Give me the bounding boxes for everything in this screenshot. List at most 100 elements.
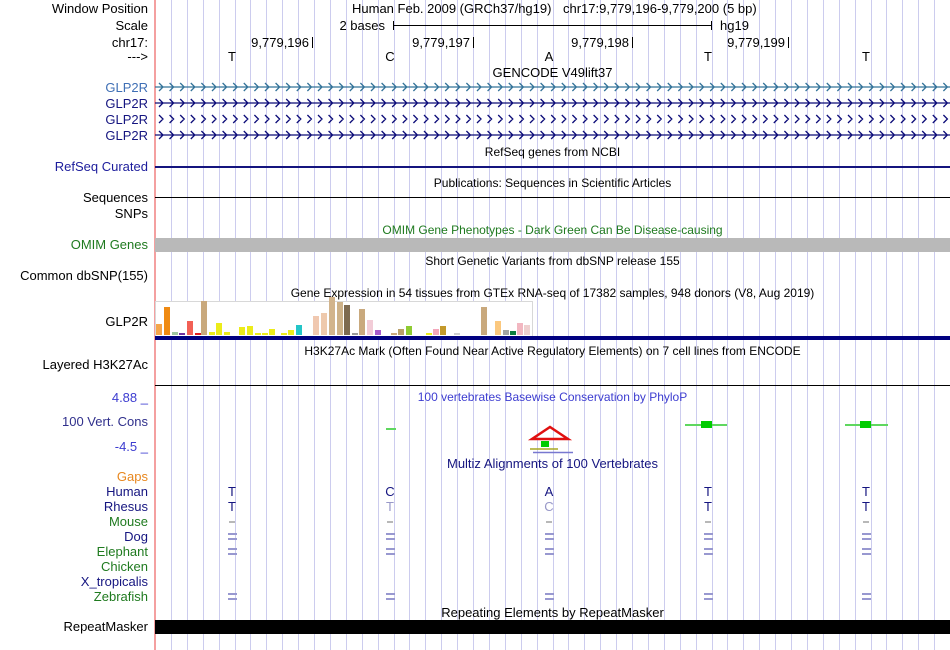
multiz-align-mark bbox=[545, 548, 554, 555]
gtex-tissue-bar bbox=[281, 333, 287, 335]
multiz-align-mark bbox=[862, 548, 871, 555]
refseq-curated-label[interactable]: RefSeq Curated bbox=[54, 159, 148, 174]
reference-base: A bbox=[544, 49, 554, 64]
h3k27ac-track-title[interactable]: H3K27Ac Mark (Often Found Near Active Re… bbox=[304, 344, 801, 358]
gtex-tissue-bar bbox=[510, 331, 516, 335]
gridline bbox=[711, 0, 713, 650]
gridline bbox=[616, 0, 618, 650]
multiz-base-letter: T bbox=[228, 499, 236, 514]
coordinate-number: 9,779,196 bbox=[251, 35, 309, 50]
phylop-peak-icon bbox=[527, 425, 573, 454]
multiz-gap-dash bbox=[387, 521, 393, 523]
omim-track-title[interactable]: OMIM Gene Phenotypes - Dark Green Can Be… bbox=[382, 223, 723, 237]
gridline bbox=[854, 0, 856, 650]
gtex-tissue-bar bbox=[454, 333, 460, 335]
multiz-align-mark bbox=[228, 548, 237, 555]
position-text: chr17:9,779,196-9,779,200 (5 bp) bbox=[563, 1, 757, 16]
gtex-gene-label[interactable]: GLP2R bbox=[105, 314, 148, 329]
gridline bbox=[632, 0, 633, 650]
gtex-tissue-bar bbox=[288, 330, 294, 335]
transcript-arrows-icon bbox=[155, 82, 950, 92]
chrom-label: chr17: bbox=[111, 35, 148, 50]
gencode-track-title[interactable]: GENCODE V49lift37 bbox=[492, 65, 613, 80]
multiz-align-mark bbox=[862, 593, 871, 600]
gtex-tissue-bar bbox=[495, 321, 501, 335]
genome-build-text: hg19 bbox=[720, 18, 749, 33]
gencode-transcript-label[interactable]: GLP2R bbox=[105, 96, 148, 111]
multiz-track-title[interactable]: Multiz Alignments of 100 Vertebrates bbox=[446, 456, 658, 471]
transcript-arrows-icon bbox=[158, 114, 949, 124]
refseq-track-title[interactable]: RefSeq genes from NCBI bbox=[484, 145, 621, 159]
repeatmasker-track-title[interactable]: Repeating Elements by RepeatMasker bbox=[441, 605, 664, 620]
gencode-transcript-label[interactable]: GLP2R bbox=[105, 128, 148, 143]
multiz-species-label-gaps[interactable]: Gaps bbox=[116, 469, 148, 484]
gencode-transcript-line[interactable] bbox=[155, 112, 950, 126]
gtex-tissue-bar bbox=[156, 324, 162, 335]
gridline bbox=[584, 0, 586, 650]
publications-track-title[interactable]: Publications: Sequences in Scientific Ar… bbox=[433, 176, 672, 190]
transcript-arrows-icon bbox=[155, 98, 950, 108]
multiz-species-label-elephant[interactable]: Elephant bbox=[96, 544, 148, 559]
gtex-tissue-bar bbox=[359, 309, 365, 335]
assembly-text: Human Feb. 2009 (GRCh37/hg19) bbox=[352, 1, 552, 16]
repeatmasker-label[interactable]: RepeatMasker bbox=[63, 619, 148, 634]
phylop-track-title[interactable]: 100 vertebrates Basewise Conservation by… bbox=[417, 390, 688, 404]
multiz-species-label-chicken[interactable]: Chicken bbox=[101, 559, 148, 574]
h3k27ac-label[interactable]: Layered H3K27Ac bbox=[42, 357, 148, 372]
gencode-transcript-line[interactable] bbox=[155, 96, 950, 110]
gencode-transcript-line[interactable] bbox=[155, 80, 950, 94]
gtex-tissue-bar bbox=[391, 333, 397, 335]
reference-base: C bbox=[385, 49, 395, 64]
gtex-tissue-bar bbox=[216, 323, 222, 335]
coordinate-tick bbox=[473, 37, 474, 48]
gencode-transcript-label[interactable]: GLP2R bbox=[105, 112, 148, 127]
multiz-species-label-dog[interactable]: Dog bbox=[124, 529, 148, 544]
multiz-species-label-mouse[interactable]: Mouse bbox=[108, 514, 148, 529]
multiz-base-letter: T bbox=[704, 484, 712, 499]
gencode-transcript-line[interactable] bbox=[155, 128, 950, 142]
gridline bbox=[934, 0, 936, 650]
multiz-species-label-human[interactable]: Human bbox=[106, 484, 148, 499]
publications-line[interactable] bbox=[155, 197, 950, 198]
gtex-tissue-bar bbox=[187, 321, 193, 335]
gridline bbox=[886, 0, 888, 650]
repeatmasker-element-bar[interactable] bbox=[155, 620, 950, 634]
omim-gene-bar[interactable] bbox=[155, 238, 950, 252]
multiz-base-letter: T bbox=[228, 484, 236, 499]
phylop-min-value: -4.5 _ bbox=[114, 439, 148, 454]
multiz-align-mark bbox=[545, 533, 554, 540]
multiz-species-label-x_tropicalis[interactable]: X_tropicalis bbox=[80, 574, 148, 589]
multiz-gap-dash bbox=[546, 521, 552, 523]
snps-label[interactable]: SNPs bbox=[114, 206, 148, 221]
multiz-align-mark bbox=[704, 533, 713, 540]
scale-label: Scale bbox=[115, 18, 148, 33]
gtex-track-title[interactable]: Gene Expression in 54 tissues from GTEx … bbox=[290, 286, 815, 300]
gtex-tissue-bar bbox=[201, 301, 207, 335]
multiz-species-label-rhesus[interactable]: Rhesus bbox=[103, 499, 148, 514]
gtex-baseline bbox=[155, 336, 950, 340]
dbsnp-track-title[interactable]: Short Genetic Variants from dbSNP releas… bbox=[425, 254, 680, 268]
phylop-track-label[interactable]: 100 Vert. Cons bbox=[62, 414, 148, 429]
h3k27ac-baseline bbox=[155, 385, 950, 386]
gridline bbox=[663, 0, 665, 650]
refseq-gene-line[interactable] bbox=[155, 166, 950, 168]
multiz-base-letter: T bbox=[862, 499, 870, 514]
gridline bbox=[695, 0, 697, 650]
gtex-bar-chart[interactable] bbox=[155, 297, 533, 337]
window-position-label: Window Position bbox=[51, 1, 148, 16]
multiz-species-label-zebrafish[interactable]: Zebrafish bbox=[93, 589, 148, 604]
dbsnp-label[interactable]: Common dbSNP(155) bbox=[20, 268, 148, 283]
gtex-tissue-bar bbox=[329, 297, 335, 335]
gtex-tissue-bar bbox=[321, 313, 327, 335]
sequences-label[interactable]: Sequences bbox=[82, 190, 148, 205]
omim-genes-label[interactable]: OMIM Genes bbox=[70, 237, 148, 252]
gridline bbox=[552, 0, 554, 650]
gtex-tissue-bar bbox=[209, 332, 215, 335]
gtex-tissue-bar bbox=[255, 333, 261, 335]
gencode-transcript-label[interactable]: GLP2R bbox=[105, 80, 148, 95]
phylop-square-mark bbox=[701, 421, 712, 428]
gtex-tissue-bar bbox=[269, 329, 275, 335]
reference-base: T bbox=[704, 49, 712, 64]
gridline bbox=[775, 0, 777, 650]
